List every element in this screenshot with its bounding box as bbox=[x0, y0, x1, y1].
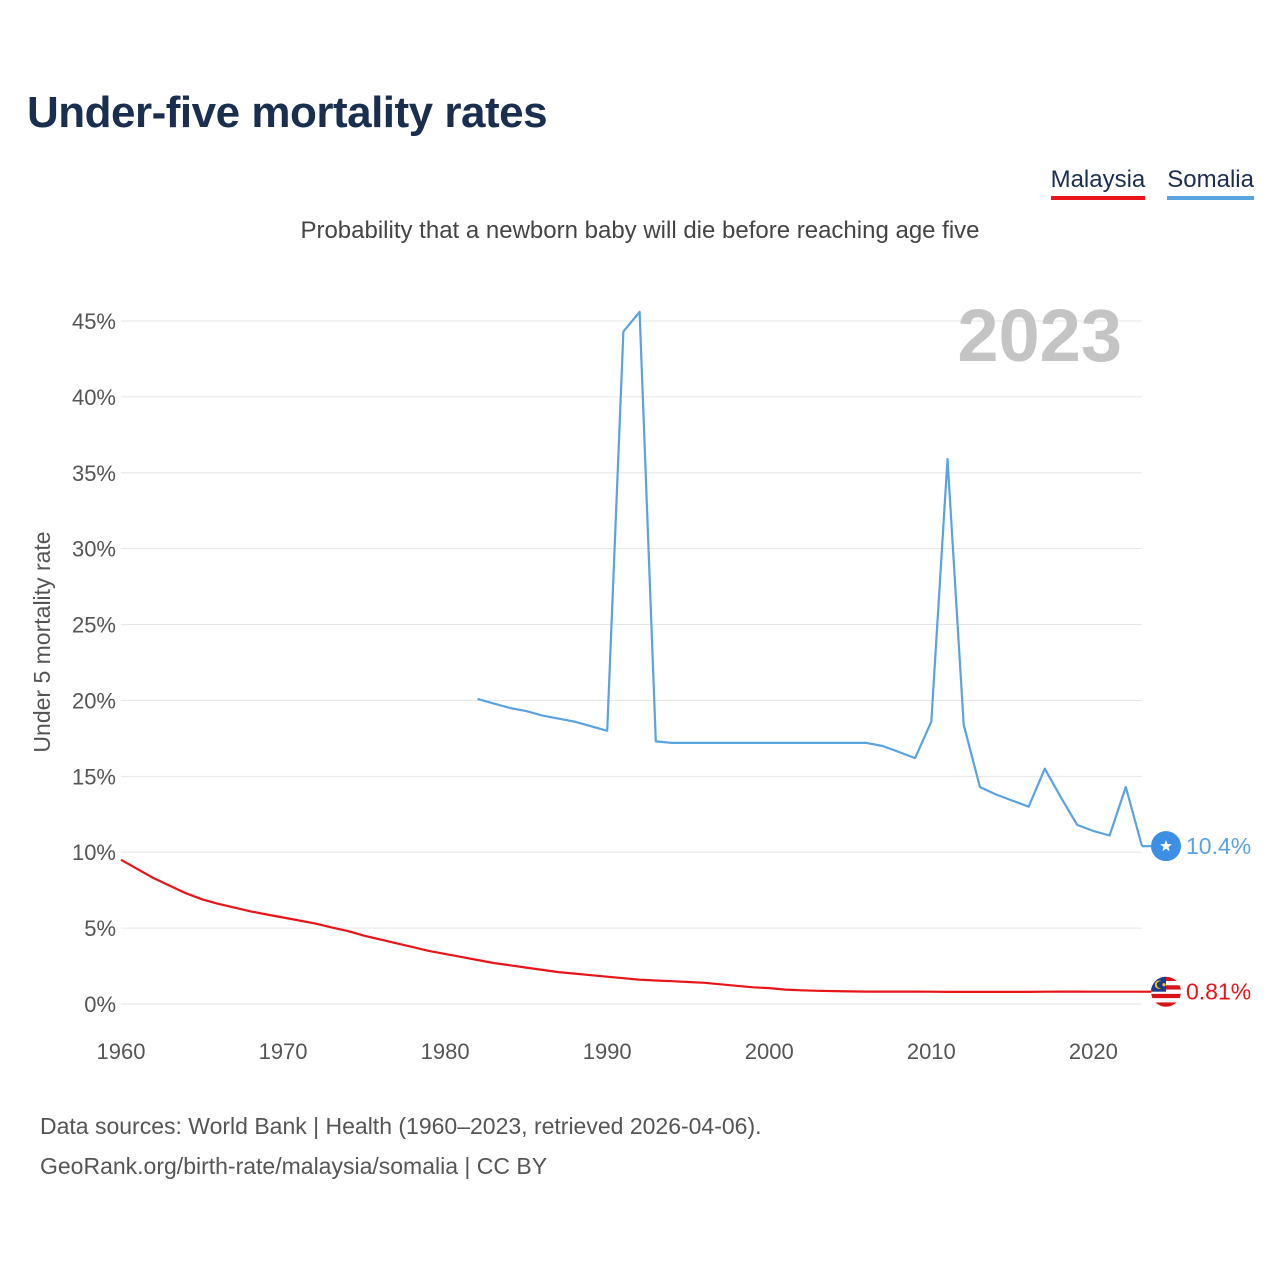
y-tick-label: 15% bbox=[72, 764, 116, 789]
source-note: Data sources: World Bank | Health (1960–… bbox=[40, 1106, 762, 1186]
end-markers: 0.81% 10.4% bbox=[1151, 831, 1251, 1007]
series-lines bbox=[120, 310, 1152, 993]
x-tick-label: 1990 bbox=[583, 1039, 632, 1064]
y-tick-label: 20% bbox=[72, 688, 116, 713]
y-axis-ticks: 0% 5% 10% 15% 20% 25% 30% 35% 40% 45% bbox=[72, 309, 116, 1017]
y-tick-label: 5% bbox=[84, 916, 116, 941]
somalia-flag-icon bbox=[1151, 831, 1181, 862]
x-axis-ticks: 1960 1970 1980 1990 2000 2010 2020 bbox=[97, 1039, 1118, 1064]
flag-stripe bbox=[1151, 993, 1181, 999]
flag-stripe bbox=[1151, 989, 1181, 995]
year-overlay: 2023 bbox=[957, 294, 1122, 377]
gridlines bbox=[121, 320, 1142, 1005]
malaysia-flag-icon bbox=[1151, 976, 1181, 1007]
malaysia-flag-stripes bbox=[1151, 976, 1181, 1007]
y-tick-label: 40% bbox=[72, 385, 116, 410]
x-tick-label: 2010 bbox=[907, 1039, 956, 1064]
source-line-1: Data sources: World Bank | Health (1960–… bbox=[40, 1113, 762, 1139]
y-tick-label: 35% bbox=[72, 461, 116, 486]
y-tick-label: 45% bbox=[72, 309, 116, 334]
x-tick-label: 1980 bbox=[421, 1039, 470, 1064]
star-icon bbox=[1160, 840, 1172, 852]
legend-item-somalia[interactable]: Somalia bbox=[1167, 166, 1254, 200]
chart-title: Under-five mortality rates bbox=[27, 88, 548, 137]
y-axis-label: Under 5 mortality rate bbox=[29, 531, 55, 752]
flag-stripe bbox=[1151, 1002, 1181, 1007]
crescent-cut bbox=[1156, 981, 1164, 989]
y-tick-label: 10% bbox=[72, 840, 116, 865]
series-line-malaysia bbox=[120, 858, 1142, 993]
flag-stripe bbox=[1151, 998, 1181, 1003]
series-line-somalia bbox=[477, 310, 1144, 847]
flag-star-icon bbox=[1162, 983, 1166, 987]
x-tick-label: 2000 bbox=[745, 1039, 794, 1064]
x-tick-label: 1960 bbox=[97, 1039, 146, 1064]
source-line-2: GeoRank.org/birth-rate/malaysia/somalia … bbox=[40, 1153, 548, 1179]
legend-item-malaysia[interactable]: Malaysia bbox=[1050, 166, 1146, 200]
legend: Malaysia Somalia bbox=[1050, 166, 1254, 200]
end-label-malaysia: 0.81% bbox=[1186, 979, 1251, 1005]
y-tick-label: 0% bbox=[84, 992, 116, 1017]
y-tick-label: 30% bbox=[72, 537, 116, 562]
x-tick-label: 2020 bbox=[1069, 1039, 1118, 1064]
y-tick-label: 25% bbox=[72, 613, 116, 638]
x-tick-label: 1970 bbox=[259, 1039, 308, 1064]
chart-subtitle: Probability that a newborn baby will die… bbox=[300, 217, 980, 244]
end-label-somalia: 10.4% bbox=[1186, 833, 1251, 859]
